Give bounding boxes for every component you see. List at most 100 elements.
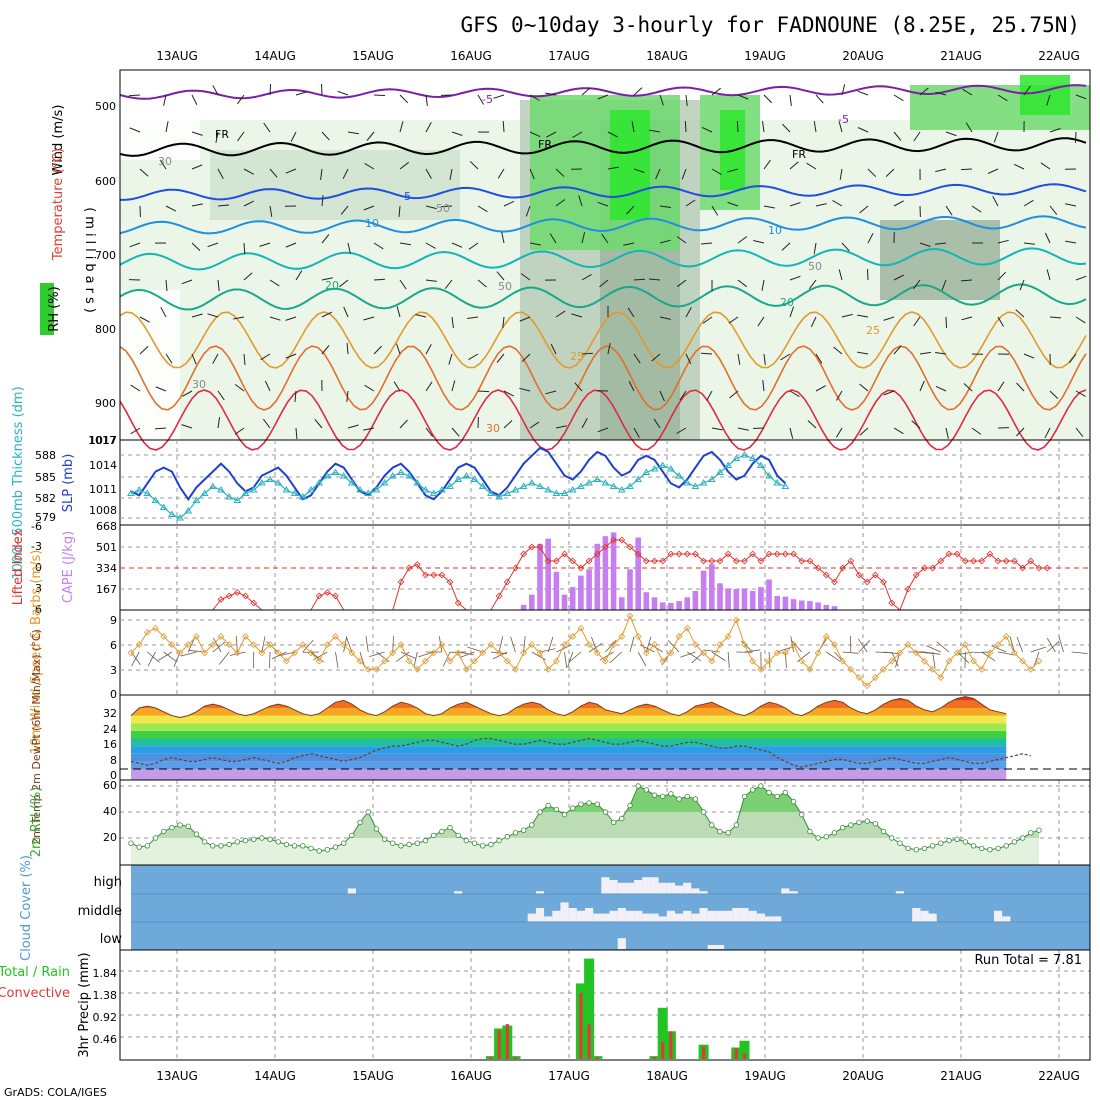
date-label-bottom: 18AUG bbox=[646, 1069, 688, 1083]
wind-barb bbox=[503, 200, 515, 207]
rh-series-line bbox=[130, 785, 1040, 852]
wind-barb bbox=[857, 638, 868, 653]
wind-barb bbox=[1013, 163, 1025, 170]
wind-barb bbox=[757, 316, 765, 327]
li-point bbox=[994, 557, 1002, 565]
thickness-point bbox=[585, 479, 593, 486]
date-label-top: 16AUG bbox=[450, 49, 492, 63]
rh-point bbox=[537, 809, 543, 815]
li-point bbox=[233, 589, 241, 596]
isotherm-label: 10 bbox=[768, 224, 782, 237]
rh-point bbox=[136, 844, 142, 850]
wind-barb bbox=[867, 168, 877, 178]
thickness-point bbox=[675, 472, 683, 479]
wind-speed-point bbox=[454, 649, 462, 657]
wind-speed-point bbox=[970, 657, 977, 665]
wind-speed-point bbox=[602, 657, 609, 665]
wind-tick: 6 bbox=[110, 639, 117, 652]
wind-barb bbox=[218, 651, 230, 665]
wind-speed-point bbox=[937, 674, 945, 681]
date-axis-bottom: 13AUG 14AUG 15AUG 16AUG 17AUG 18AUG 19AU… bbox=[156, 1069, 1080, 1083]
thickness-point bbox=[519, 482, 528, 489]
rh-legend-swatch bbox=[40, 283, 54, 335]
wind-barb bbox=[477, 205, 488, 213]
temp-band bbox=[131, 746, 1007, 754]
rh-contour-label: 50 bbox=[498, 280, 512, 293]
thickness-point bbox=[634, 475, 643, 482]
rh-point bbox=[668, 791, 674, 797]
wind-barb bbox=[836, 390, 843, 401]
wind-barb bbox=[165, 121, 169, 133]
wind-barb bbox=[181, 424, 193, 429]
thickness-point bbox=[356, 486, 364, 493]
wind-barb bbox=[182, 390, 193, 397]
rh-point bbox=[373, 826, 380, 832]
rh-point bbox=[700, 809, 707, 815]
wind-speed-point bbox=[716, 641, 724, 649]
thickness-point bbox=[282, 486, 291, 493]
rh-point bbox=[594, 801, 600, 807]
cape-bar bbox=[643, 592, 650, 610]
rh-point bbox=[390, 840, 396, 846]
wind-speed-point bbox=[364, 665, 372, 673]
wind-speed-point bbox=[413, 665, 421, 673]
wind-barb bbox=[263, 122, 271, 133]
li-point bbox=[765, 550, 773, 558]
li-point bbox=[1002, 557, 1010, 565]
wind-speed-point bbox=[642, 649, 650, 657]
wind-speed-point bbox=[168, 641, 176, 649]
rh-contour-label: 50 bbox=[436, 202, 450, 215]
wind-barb bbox=[815, 385, 826, 392]
wind-speed-point bbox=[446, 657, 454, 665]
lifted-index-axis-label: Lifted Index bbox=[11, 528, 26, 605]
wind-barb bbox=[763, 94, 773, 104]
wind-barb bbox=[212, 85, 219, 96]
wind-barb bbox=[477, 390, 490, 393]
wind-barb bbox=[545, 390, 557, 395]
li-point bbox=[961, 557, 969, 565]
wind-barb bbox=[581, 352, 594, 355]
wind-barb bbox=[269, 168, 278, 178]
slp-series-line bbox=[130, 446, 787, 502]
rh-point bbox=[1019, 835, 1026, 841]
wind-speed-point bbox=[986, 649, 994, 657]
rh-point bbox=[815, 835, 821, 841]
wind-barb bbox=[425, 381, 433, 392]
thickness-point bbox=[527, 479, 536, 486]
wind-barb bbox=[492, 651, 508, 660]
rh-shade-cell bbox=[210, 150, 460, 220]
wind-barb bbox=[911, 420, 921, 429]
wind-barb bbox=[1046, 269, 1051, 281]
wind-speed-point bbox=[266, 641, 274, 649]
li-point bbox=[978, 557, 986, 565]
wind-barb bbox=[960, 168, 973, 171]
thickness-point bbox=[642, 468, 651, 475]
cloud-cell bbox=[617, 882, 626, 894]
cloud-cell bbox=[994, 910, 1003, 922]
cloud-cell bbox=[650, 913, 659, 922]
cape-axis-label: CAPE (J/kg) bbox=[61, 531, 76, 603]
wind-barb bbox=[264, 380, 271, 392]
temperature-tick: 0 bbox=[110, 769, 117, 782]
thickness-point bbox=[691, 482, 700, 489]
thickness-point bbox=[487, 489, 495, 496]
wind-barb bbox=[129, 127, 141, 133]
rh-point bbox=[913, 847, 919, 853]
thickness-point bbox=[208, 482, 217, 489]
cloud-cell bbox=[707, 910, 716, 922]
wind-barb bbox=[859, 427, 869, 436]
precip-convective-bar bbox=[661, 1041, 665, 1059]
wind-barb bbox=[645, 636, 652, 653]
wind-barb bbox=[1023, 199, 1034, 207]
rh-point bbox=[717, 828, 723, 835]
li-point bbox=[659, 557, 667, 565]
wind-barb bbox=[1065, 203, 1077, 207]
pressure-axis-label: (millibars) bbox=[82, 207, 97, 317]
cloud-cell bbox=[691, 888, 700, 894]
wind-barb bbox=[217, 417, 221, 429]
thickness-axis: 588 585 582 579 bbox=[35, 449, 56, 524]
wind-barb bbox=[449, 168, 453, 180]
thickness-tick: 579 bbox=[35, 511, 56, 524]
isotherm-line bbox=[119, 215, 1087, 235]
wind-barb bbox=[659, 390, 665, 402]
